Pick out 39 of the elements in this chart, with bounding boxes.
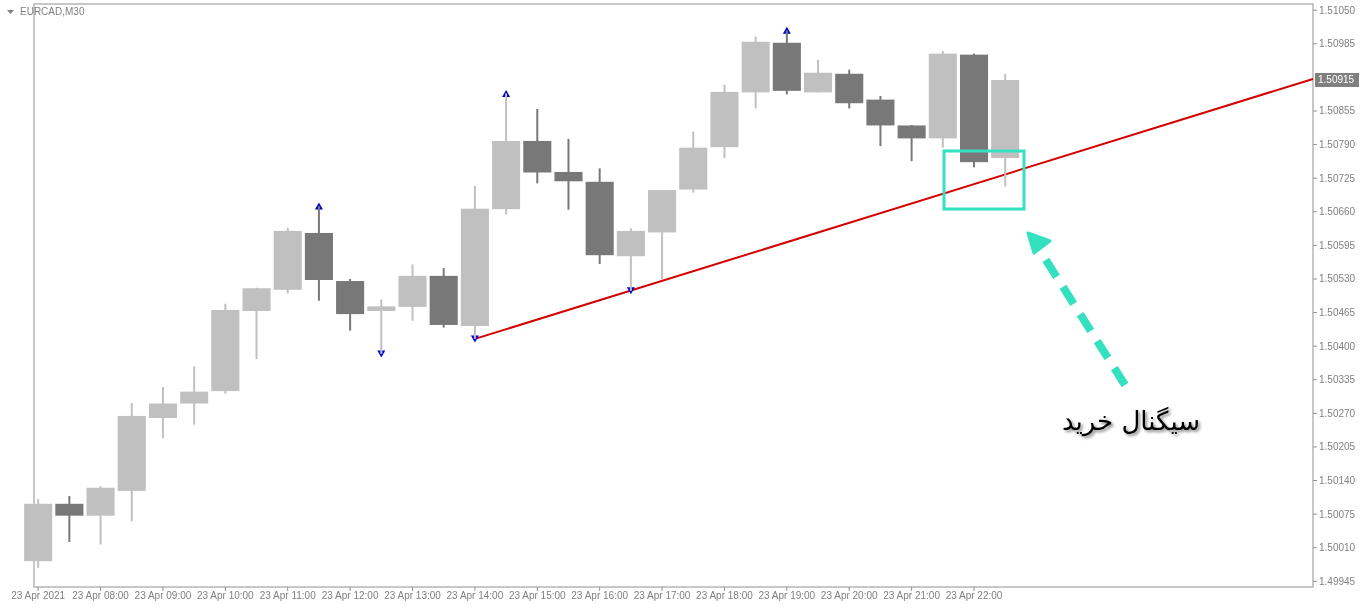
- x-tick-label: 23 Apr 21:00: [883, 590, 941, 601]
- x-tick-label: 23 Apr 08:00: [72, 590, 130, 601]
- x-tick-label: 23 Apr 15:00: [508, 590, 567, 601]
- x-tick-label: 23 Apr 17:00: [633, 590, 691, 601]
- annotation: سیگنال خرید: [1061, 406, 1201, 437]
- x-tick-label: 23 Apr 19:00: [758, 590, 816, 601]
- y-tick-label: 1.50660: [1319, 206, 1356, 218]
- chart-title: EURCAD,M30: [20, 6, 85, 17]
- candlestick: [554, 137, 583, 211]
- y-tick-label: 1.50530: [1319, 273, 1356, 285]
- x-tick-label: 23 Apr 13:00: [384, 590, 442, 601]
- x-tick-label: 23 Apr 22:00: [945, 590, 1003, 601]
- x-tick-label: 23 Apr 20:00: [820, 590, 879, 601]
- y-tick-label: 1.51050: [1319, 4, 1356, 16]
- x-tick-label: 23 Apr 16:00: [571, 590, 629, 601]
- y-tick-label: 1.50985: [1319, 38, 1356, 50]
- candlestick: [180, 365, 209, 426]
- y-tick-label: 1.50075: [1319, 508, 1356, 520]
- y-tick-label: 1.50335: [1319, 374, 1356, 386]
- x-tick-label: 23 Apr 18:00: [696, 590, 754, 601]
- x-tick-label: 23 Apr 14:00: [446, 590, 504, 601]
- y-tick-label: 1.50205: [1319, 441, 1356, 453]
- y-tick-label: 1.50270: [1319, 407, 1356, 419]
- y-tick-label: 1.50725: [1319, 172, 1356, 184]
- y-tick-label: 1.49945: [1319, 575, 1356, 587]
- y-tick-label: 1.50790: [1319, 139, 1356, 151]
- y-tick-label: 1.50140: [1319, 475, 1356, 487]
- y-tick-label: 1.50595: [1319, 239, 1356, 251]
- text: 1.50915: [1318, 74, 1355, 86]
- x-tick-label: 23 Apr 09:00: [134, 590, 192, 601]
- x-tick-label: 23 Apr 12:00: [321, 590, 379, 601]
- x-tick-label: 23 Apr 11:00: [259, 590, 317, 601]
- y-tick-label: 1.50855: [1319, 105, 1356, 117]
- y-tick-label: 1.50400: [1319, 340, 1356, 352]
- y-tick-label: 1.50010: [1319, 542, 1356, 554]
- y-tick-label: 1.50465: [1319, 307, 1356, 319]
- x-tick-label: 23 Apr 10:00: [196, 590, 255, 601]
- candlestick: [367, 298, 396, 355]
- x-tick-label: 23 Apr 2021: [11, 590, 66, 601]
